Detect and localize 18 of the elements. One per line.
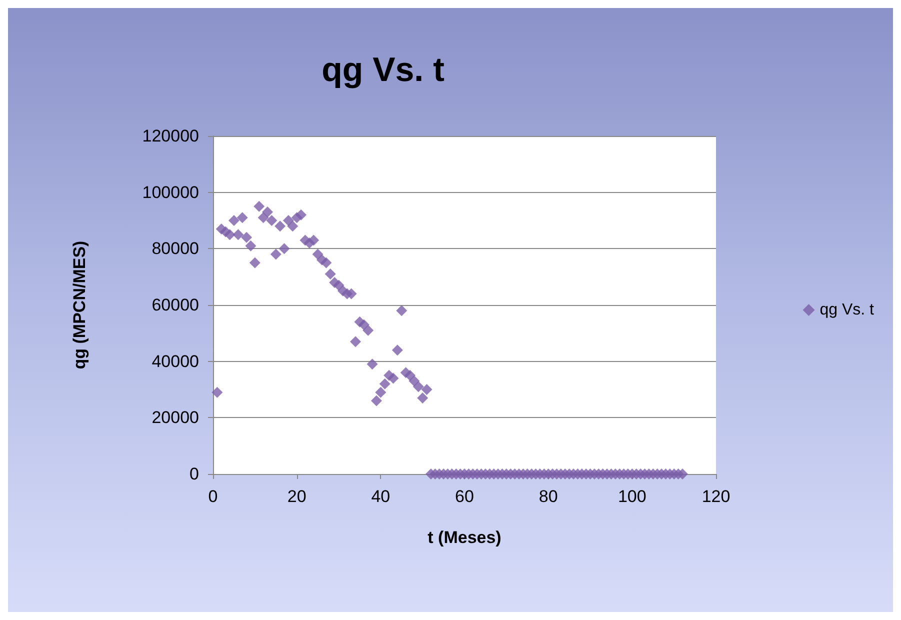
x-tick-label: 120 [702,487,730,506]
x-axis-title: t (Meses) [428,528,502,547]
y-tick-label: 40000 [152,352,199,371]
x-tick-label: 40 [371,487,390,506]
y-tick-label: 80000 [152,239,199,258]
x-tick-label: 80 [538,487,558,506]
x-tick-label: 20 [287,487,306,506]
y-tick-label: 0 [190,464,199,484]
y-axis-title: qg (MPCN/MES) [70,240,89,370]
x-tick-label: 0 [208,487,218,506]
y-tick-label: 20000 [152,408,199,428]
legend-label: qg Vs. t [820,302,875,318]
y-tick-label: 60000 [152,296,199,314]
chart-title: qg Vs. t [322,51,444,89]
x-tick-label: 100 [618,487,646,506]
y-tick-label: 120000 [142,126,199,146]
y-tick-label: 100000 [142,182,199,202]
x-tick-label: 60 [455,487,474,506]
